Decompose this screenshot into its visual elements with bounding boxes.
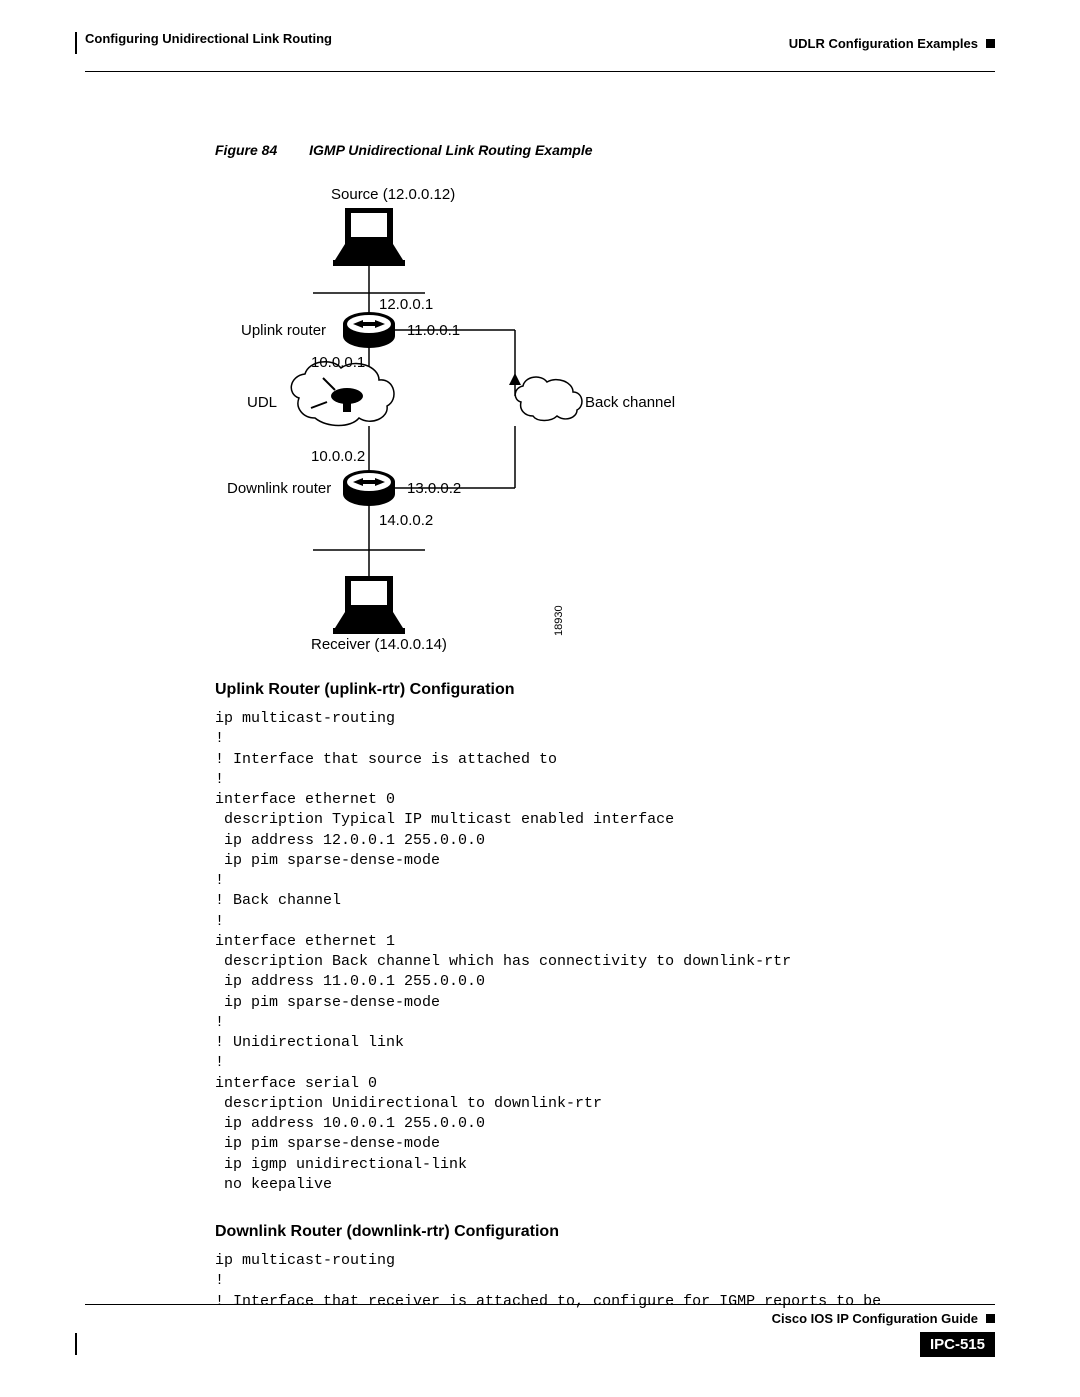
- ip-label: 14.0.0.2: [379, 512, 433, 529]
- figure-caption: Figure 84 IGMP Unidirectional Link Routi…: [215, 142, 995, 158]
- downlink-config-heading: Downlink Router (downlink-rtr) Configura…: [215, 1223, 995, 1241]
- downlink-router-label: Downlink router: [227, 480, 331, 497]
- footer-marker-icon: [986, 1314, 995, 1323]
- back-channel-label: Back channel: [585, 394, 675, 411]
- page-footer: Cisco IOS IP Configuration Guide IPC-515: [85, 1304, 995, 1357]
- downlink-config-block: ip multicast-routing ! ! Interface that …: [215, 1251, 995, 1312]
- diagram-svg: [215, 178, 775, 653]
- ip-label: 10.0.0.1: [311, 354, 365, 371]
- receiver-label: Receiver (14.0.0.14): [311, 636, 447, 653]
- source-computer-icon: [333, 208, 405, 266]
- uplink-router-icon: [343, 312, 395, 348]
- crop-mark-top: [75, 32, 77, 54]
- chapter-title: Configuring Unidirectional Link Routing: [85, 30, 332, 46]
- downlink-router-icon: [343, 470, 395, 506]
- back-channel-cloud-icon: [515, 377, 582, 420]
- section-title: UDLR Configuration Examples: [789, 36, 978, 51]
- uplink-config-heading: Uplink Router (uplink-rtr) Configuration: [215, 681, 995, 699]
- source-label: Source (12.0.0.12): [331, 186, 455, 203]
- udl-label: UDL: [247, 394, 277, 411]
- uplink-config-block: ip multicast-routing ! ! Interface that …: [215, 709, 995, 1195]
- page-header: Configuring Unidirectional Link Routing …: [85, 30, 995, 72]
- header-marker-icon: [986, 39, 995, 48]
- page-number: IPC-515: [920, 1332, 995, 1357]
- udl-cloud-icon: [291, 362, 394, 426]
- ip-label: 10.0.0.2: [311, 448, 365, 465]
- diagram-id: 18930: [553, 605, 565, 636]
- uplink-router-label: Uplink router: [241, 322, 326, 339]
- figure-title: IGMP Unidirectional Link Routing Example: [309, 142, 592, 158]
- footer-guide-title: Cisco IOS IP Configuration Guide: [772, 1311, 978, 1326]
- header-right: UDLR Configuration Examples: [789, 30, 995, 51]
- ip-label: 12.0.0.1: [379, 296, 433, 313]
- figure-number: Figure 84: [215, 142, 277, 158]
- crop-mark-bottom: [75, 1333, 77, 1355]
- page-content: Configuring Unidirectional Link Routing …: [85, 30, 995, 1312]
- ip-label: 13.0.0.2: [407, 480, 461, 497]
- network-diagram: Source (12.0.0.12) 12.0.0.1 Uplink route…: [215, 178, 775, 653]
- ip-label: 11.0.0.1: [407, 322, 460, 339]
- receiver-computer-icon: [333, 576, 405, 634]
